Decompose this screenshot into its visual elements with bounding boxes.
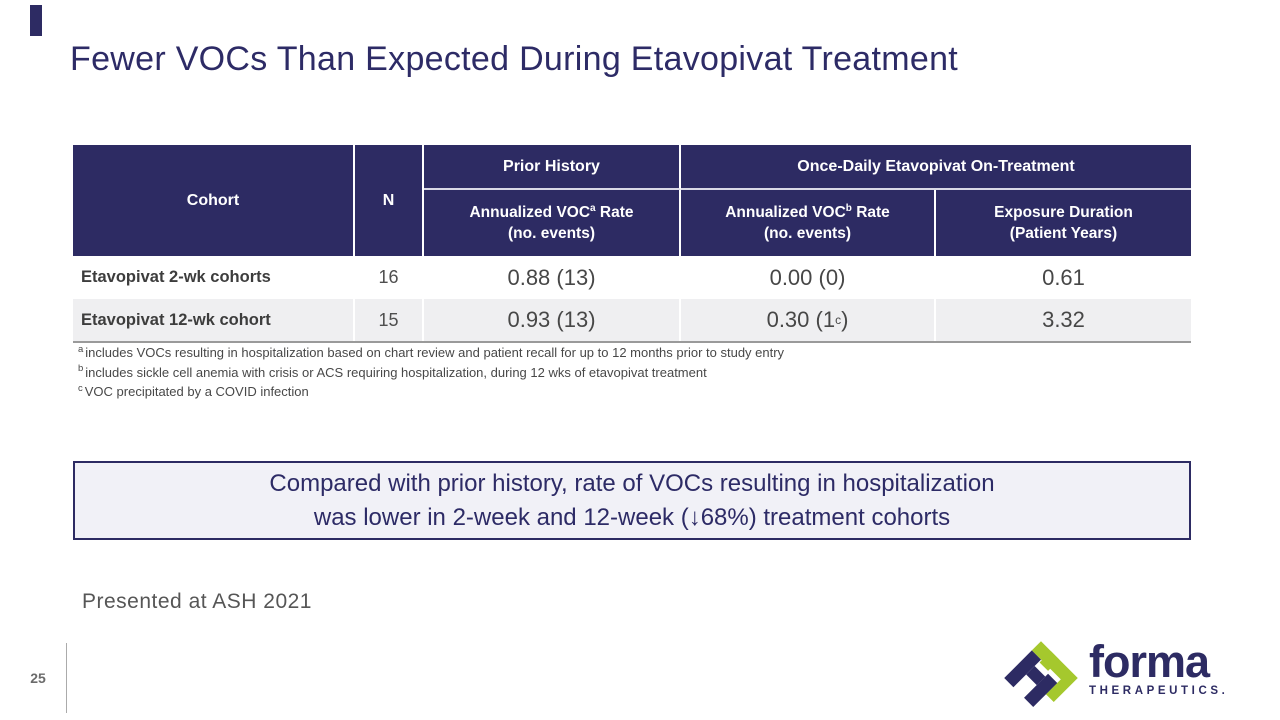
header-annualized-voc-a: Annualized VOCa Rate (no. events) (424, 190, 681, 256)
header-prior-history-group: Prior History (424, 145, 681, 190)
cell-on-rate: 0.30 (1 c) (681, 299, 936, 341)
cell-cohort: Etavopivat 2-wk cohorts (73, 256, 355, 299)
cell-cohort: Etavopivat 12-wk cohort (73, 299, 355, 341)
logo-subtitle: THERAPEUTICS. (1089, 685, 1225, 697)
footnote-a: a includes VOCs resulting in hospitalizat… (78, 343, 785, 360)
table-body: Etavopivat 2-wk cohorts 16 0.88 (13) 0.0… (73, 256, 1191, 343)
header-on-treatment-group: Once-Daily Etavopivat On-Treatment (681, 145, 1191, 190)
header-exposure-duration: Exposure Duration (Patient Years) (936, 190, 1191, 256)
table-row: Etavopivat 12-wk cohort 15 0.93 (13) 0.3… (73, 299, 1191, 341)
voc-table: Cohort N Prior History Once-Daily Etavop… (73, 145, 1191, 343)
key-takeaway-box: Compared with prior history, rate of VOC… (73, 461, 1191, 540)
page-title: Fewer VOCs Than Expected During Etavopiv… (70, 40, 959, 78)
footnote-c: c VOC precipitated by a COVID infection (78, 382, 309, 399)
footer-divider (66, 643, 67, 713)
superscript-b: b (845, 202, 852, 214)
superscript-a: a (590, 202, 596, 214)
footnote-sup: a (78, 343, 84, 355)
cell-prior-rate: 0.93 (13) (424, 299, 681, 341)
footnotes: a includes VOCs resulting in hospitalizat… (78, 343, 1078, 402)
table-header: Cohort N Prior History Once-Daily Etavop… (73, 145, 1191, 256)
footnote-sup: b (78, 363, 84, 375)
forma-therapeutics-logo: forma THERAPEUTICS. (1003, 636, 1225, 716)
header-cohort: Cohort (73, 145, 355, 256)
footnote-sup: c (78, 382, 83, 394)
cell-exposure: 0.61 (1042, 264, 1085, 290)
logo-text: forma THERAPEUTICS. (1089, 636, 1225, 697)
takeaway-line1: Compared with prior history, rate of VOC… (269, 469, 995, 497)
forma-logo-icon (1004, 641, 1078, 707)
cell-exposure: 3.32 (1042, 307, 1085, 332)
page-number: 25 (30, 670, 46, 686)
header-n: N (355, 145, 424, 256)
corner-accent-bar (30, 5, 42, 36)
takeaway-line2: was lower in 2-week and 12-week (↓68%) t… (313, 503, 951, 531)
header-annualized-voc-b-line2: (no. events) (764, 225, 851, 242)
header-annualized-voc-a-line2: (no. events) (508, 225, 595, 242)
cell-n: 16 (355, 256, 424, 299)
header-exposure-line1: Exposure Duration (994, 204, 1133, 221)
header-exposure-line2: (Patient Years) (1009, 225, 1118, 242)
logo-brand: forma (1089, 636, 1210, 687)
footnote-b: b includes sickle cell anemia with crisis… (78, 363, 707, 380)
table-row: Etavopivat 2-wk cohorts 16 0.88 (13) 0.0… (73, 256, 1191, 299)
presented-note: Presented at ASH 2021 (82, 590, 312, 613)
header-annualized-voc-b-line1: Annualized VOCb Rate (725, 202, 890, 221)
header-annualized-voc-b: Annualized VOCb Rate (no. events) (681, 190, 936, 256)
cell-prior-rate: 0.88 (13) (424, 256, 681, 299)
cell-on-rate: 0.00 (0) (681, 256, 936, 299)
cell-n: 15 (355, 299, 424, 341)
header-annualized-voc-a-line1: Annualized VOCa Rate (469, 202, 634, 221)
